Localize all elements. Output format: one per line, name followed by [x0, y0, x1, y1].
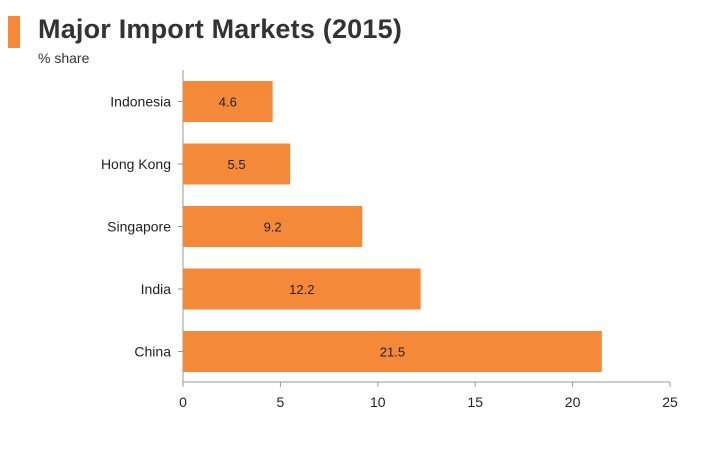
chart-subtitle: % share [38, 50, 90, 66]
bar-value-label: 21.5 [380, 345, 405, 360]
x-tick-label: 5 [277, 394, 285, 410]
category-label: Singapore [107, 219, 171, 235]
bar-value-label: 9.2 [264, 220, 282, 235]
x-tick-label: 0 [179, 394, 187, 410]
category-label: Hong Kong [101, 156, 171, 172]
bar-value-label: 4.6 [219, 95, 237, 110]
bar [183, 81, 273, 122]
category-label: China [134, 344, 171, 360]
category-label: Indonesia [110, 94, 171, 110]
bar-value-label: 5.5 [228, 157, 246, 172]
title-accent-bar [8, 16, 20, 48]
bar [183, 206, 363, 247]
category-label: India [141, 281, 172, 297]
x-tick-label: 25 [662, 394, 678, 410]
x-tick-label: 20 [565, 394, 581, 410]
x-tick-label: 15 [467, 394, 483, 410]
bar [183, 268, 421, 310]
bar-value-label: 12.2 [289, 282, 314, 297]
bar [183, 331, 602, 372]
x-tick-label: 10 [370, 394, 386, 410]
bar [183, 143, 291, 185]
chart-title: Major Import Markets (2015) [38, 14, 403, 44]
